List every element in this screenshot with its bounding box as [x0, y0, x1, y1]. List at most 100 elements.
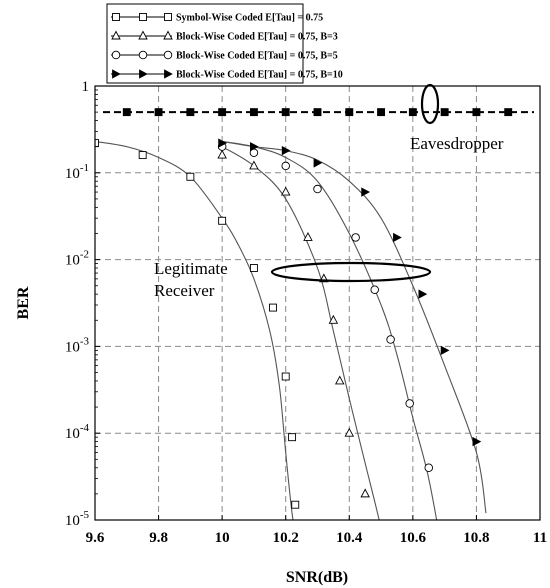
eavesdropper-layer	[103, 108, 534, 117]
x-axis-label: SNR(dB)	[286, 569, 348, 586]
legend-item-4: Block-Wise Coded E[Tau] = 0.75, B=10	[111, 69, 343, 81]
y-tick-label: 1	[82, 79, 90, 95]
annotations: Eavesdropper Legitimate Receiver	[154, 83, 504, 300]
data-point	[370, 285, 379, 294]
series-line	[222, 140, 487, 514]
data-point	[250, 142, 259, 152]
annotation-receiver: Receiver	[154, 281, 215, 300]
data-point	[281, 372, 290, 381]
data-point	[393, 232, 402, 243]
data-point	[249, 160, 259, 170]
y-axis-label: BER	[15, 286, 32, 319]
data-point	[217, 149, 227, 159]
eavesdropper-point	[504, 108, 513, 117]
data-point	[313, 184, 322, 194]
data-point	[328, 314, 339, 324]
series-4	[218, 138, 487, 514]
data-point	[351, 233, 360, 242]
ticks: 9.6 9.8 10 10.2 10.4 10.6 10.8 11110-110-210-31…	[65, 79, 547, 546]
legend-label: Block-Wise Coded E[Tau] = 0.75, B=5	[176, 51, 338, 62]
eavesdropper-point	[408, 108, 417, 117]
legend-label: Symbol-Wise Coded E[Tau] = 0.75	[176, 13, 323, 24]
legend-marker	[139, 13, 147, 21]
eavesdropper-point	[345, 108, 354, 117]
legend-item-1: Symbol-Wise Coded E[Tau] = 0.75	[111, 13, 323, 24]
data-point	[303, 231, 313, 241]
legend-marker	[111, 50, 121, 60]
legend-item-2: Block-Wise Coded E[Tau] = 0.75, B=3	[111, 30, 338, 43]
data-point	[386, 335, 395, 344]
legend-item-3: Block-Wise Coded E[Tau] = 0.75, B=5	[111, 51, 338, 62]
y-tick-label: 10-1	[65, 162, 89, 182]
legend-marker	[164, 13, 172, 21]
x-tick-label: 9.6	[86, 530, 105, 546]
series-3	[217, 140, 438, 520]
plot-frame	[94, 85, 541, 521]
eavesdropper-point	[122, 108, 131, 117]
legend-marker	[163, 30, 173, 40]
eavesdropper-point	[186, 108, 195, 117]
legend-marker	[112, 13, 120, 21]
data-point	[218, 216, 227, 225]
data-point	[218, 138, 227, 148]
x-tick-label: 10.4	[336, 530, 363, 546]
legend-label: Block-Wise Coded E[Tau] = 0.75, B=10	[176, 70, 343, 81]
x-tick-label: 9.8	[149, 530, 168, 546]
y-tick-label: 10-2	[65, 249, 89, 269]
y-tick-label: 10-4	[65, 422, 90, 442]
eavesdropper-point	[440, 108, 449, 117]
data-point	[281, 161, 290, 171]
data-point	[418, 289, 428, 299]
eavesdropper-point	[249, 108, 258, 117]
legitimate-receiver-ellipse	[270, 261, 432, 283]
x-tick-label: 10.8	[463, 530, 489, 546]
data-point	[424, 463, 434, 472]
x-tick-label: 10	[215, 530, 230, 546]
series-2	[217, 146, 380, 520]
data-point	[280, 186, 291, 196]
data-point	[291, 500, 300, 509]
eavesdropper-point	[313, 108, 322, 117]
data-point	[249, 264, 258, 272]
eavesdropper-ellipse	[420, 83, 440, 125]
legend-marker	[111, 30, 121, 40]
x-tick-label: 11	[533, 530, 547, 546]
series-line	[222, 140, 438, 520]
series-layer	[95, 138, 487, 520]
data-point	[335, 375, 345, 385]
annotation-legitimate: Legitimate	[154, 259, 228, 278]
series-line	[221, 146, 380, 520]
data-point	[405, 399, 414, 408]
eavesdropper-point	[218, 108, 227, 117]
legend-marker	[138, 30, 148, 40]
data-point	[344, 427, 355, 437]
legend-label: Block-Wise Coded E[Tau] = 0.75, B=3	[176, 32, 338, 43]
data-point	[288, 433, 297, 442]
annotation-eavesdropper: Eavesdropper	[410, 134, 504, 153]
legend: Symbol-Wise Coded E[Tau] = 0.75 Block-Wis…	[106, 3, 343, 84]
data-point	[138, 151, 147, 160]
data-point	[440, 345, 450, 356]
y-tick-label: 10-3	[65, 335, 90, 355]
data-point	[281, 145, 291, 156]
legend-marker	[139, 69, 148, 79]
legend-marker	[112, 69, 121, 79]
eavesdropper-point	[377, 108, 386, 117]
legend-marker	[164, 69, 173, 79]
eavesdropper-point	[472, 108, 481, 117]
data-point	[313, 158, 323, 168]
data-point	[269, 303, 277, 312]
eavesdropper-point	[281, 108, 290, 117]
x-tick-label: 10.2	[273, 530, 299, 546]
data-point	[472, 436, 482, 447]
eavesdropper-point	[154, 108, 163, 117]
data-point	[361, 187, 371, 197]
data-point	[95, 139, 99, 148]
x-tick-label: 10.6	[400, 530, 427, 546]
legend-marker	[163, 50, 173, 60]
data-point	[360, 488, 370, 498]
y-tick-label: 10-5	[65, 509, 90, 529]
legend-marker	[138, 50, 148, 60]
data-point	[186, 172, 195, 181]
